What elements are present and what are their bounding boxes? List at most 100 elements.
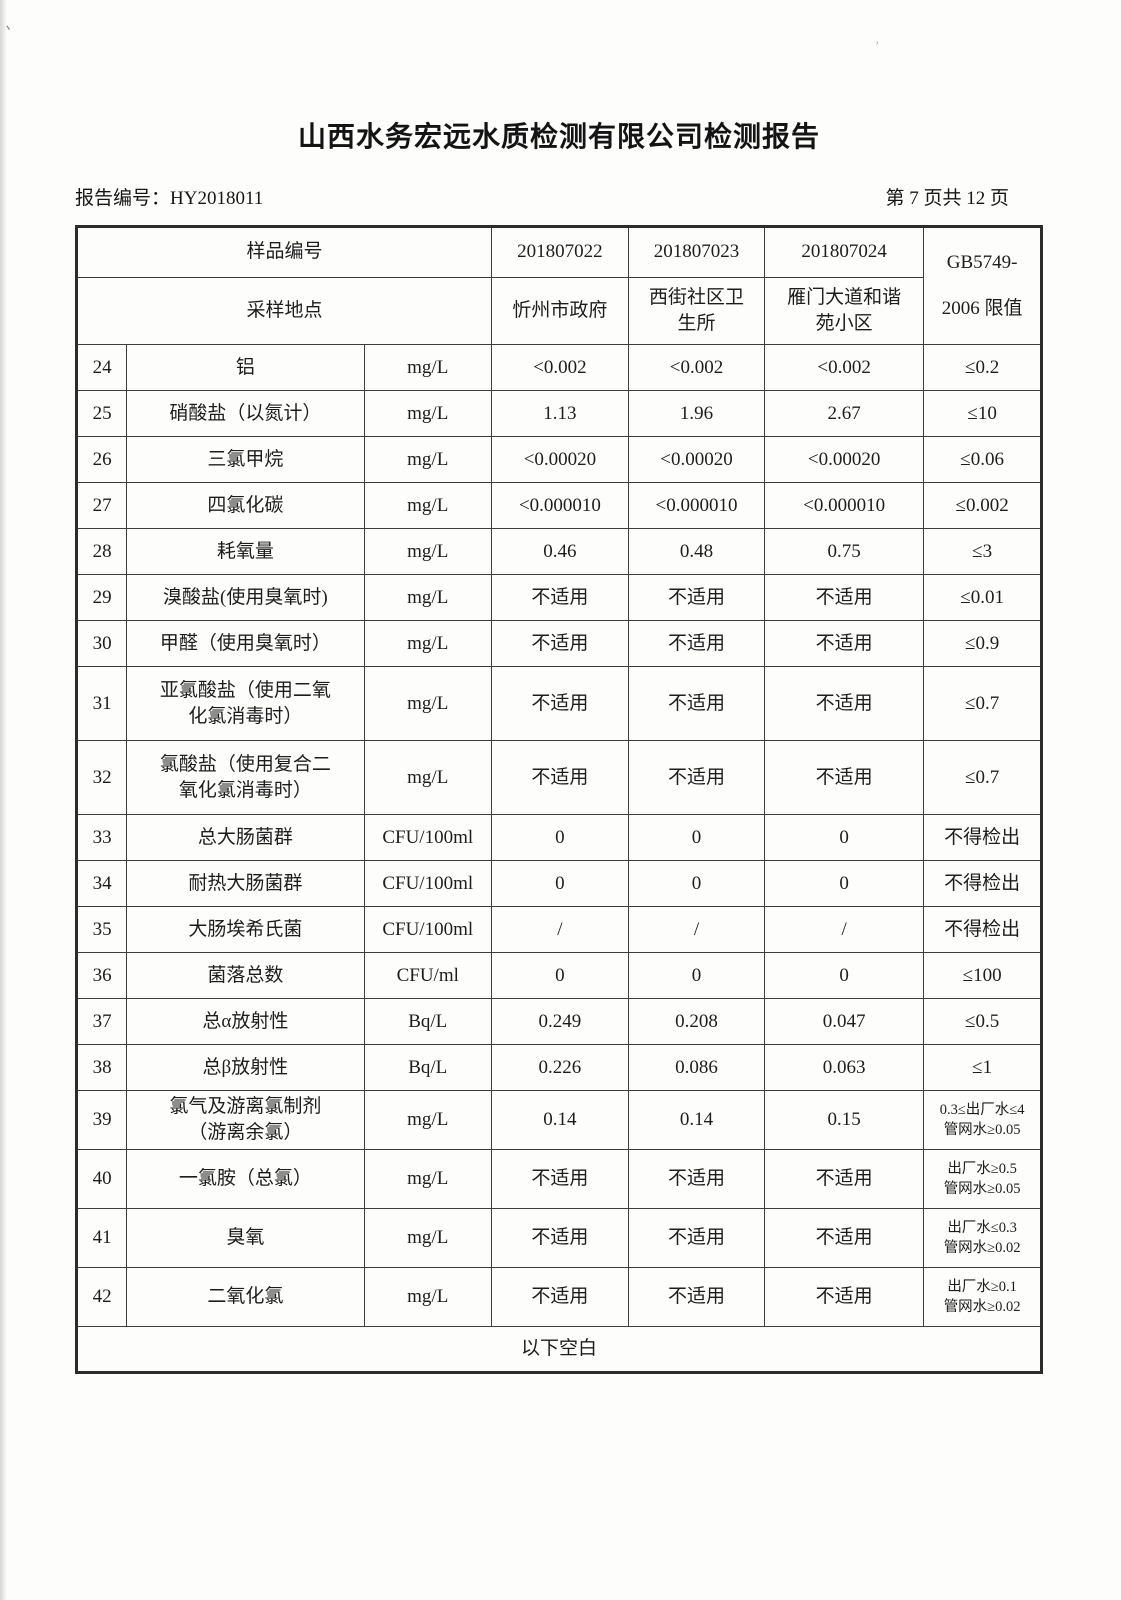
result-row: 30 甲醛（使用臭氧时） mg/L 不适用 不适用 不适用 ≤0.9 [75,620,1042,667]
result-row: 26 三氯甲烷 mg/L <0.00020 <0.00020 <0.00020 … [75,436,1042,483]
parameter-name-line1: 亚氯酸盐（使用二氧 [159,679,331,701]
cell-parameter-name: 臭氧 [126,1208,365,1268]
cell-value-sample3: / [763,906,925,953]
cell-unit: CFU/100ml [363,814,492,861]
cell-limit: ≤0.06 [923,436,1042,483]
cell-unit: mg/L [363,436,492,483]
results-tbody: 样品编号 201807022 201807023 201807024 GB574… [75,226,1042,1373]
cell-row-number: 26 [75,436,128,483]
cell-value-sample2: <0.00020 [627,436,766,483]
cell-parameter-name: 氯气及游离氯制剂 （游离余氯） [126,1090,365,1150]
result-row: 29 溴酸盐(使用臭氧时) mg/L 不适用 不适用 不适用 ≤0.01 [75,574,1042,621]
cell-row-number: 34 [75,860,128,907]
cell-parameter-name: 三氯甲烷 [126,436,365,483]
limit-line1: ≤0.2 [965,356,1000,378]
cell-value-sample1: 0 [490,814,629,861]
cell-value-sample2: 不适用 [627,1149,766,1209]
cell-parameter-name: 大肠埃希氏菌 [126,906,365,953]
cell-value-sample2: 不适用 [627,740,766,815]
limit-line1: ≤0.5 [965,1010,1000,1032]
cell-value-sample2: 0 [627,860,766,907]
cell-value-sample1: 不适用 [490,1267,629,1327]
limit-line1: ≤100 [962,964,1002,986]
result-row: 25 硝酸盐（以氮计） mg/L 1.13 1.96 2.67 ≤10 [75,390,1042,437]
limit-line1: ≤0.002 [955,494,1009,516]
cell-value-sample3: 不适用 [763,574,925,621]
limit-line2: 管网水≥0.05 [943,1122,1021,1138]
report-number: 报告编号：HY2018011 [75,188,264,209]
result-row: 24 铝 mg/L <0.002 <0.002 <0.002 ≤0.2 [75,344,1042,391]
parameter-name-line2: 化氯消毒时） [188,705,303,727]
results-table: 样品编号 201807022 201807023 201807024 GB574… [75,225,1043,1374]
cell-value-sample3: 0.75 [763,528,925,575]
cell-value-sample1: 不适用 [490,666,629,741]
cell-parameter-name: 总β放射性 [126,1044,365,1091]
cell-row-number: 32 [75,740,128,815]
parameter-name-line1: 硝酸盐（以氮计） [169,402,322,424]
cell-value-sample1: 0 [490,952,629,999]
parameter-name-line1: 甲醛（使用臭氧时） [159,632,331,654]
limit-line2: 管网水≥0.02 [943,1240,1021,1256]
cell-unit: mg/L [363,528,492,575]
parameter-name-line1: 二氧化氯 [207,1286,284,1307]
cell-parameter-name: 氯酸盐（使用复合二 氧化氯消毒时） [126,740,365,815]
cell-unit: Bq/L [363,998,492,1045]
cell-value-sample1: 不适用 [490,620,629,667]
parameter-name-line1: 氯气及游离氯制剂 [169,1096,322,1117]
result-row: 34 耐热大肠菌群 CFU/100ml 0 0 0 不得检出 [75,860,1042,907]
cell-value-sample2: 不适用 [627,1267,766,1327]
cell-location-1: 忻州市政府 [490,276,629,346]
cell-limit: ≤100 [923,952,1042,999]
cell-value-sample3: 不适用 [763,1208,925,1268]
cell-row-number: 38 [75,1044,128,1091]
location-3-line1: 雁门大道和谐 [787,286,902,308]
cell-value-sample3: 0.15 [763,1090,925,1150]
cell-value-sample3: 不适用 [763,740,925,815]
cell-row-number: 39 [75,1090,128,1150]
result-row: 42 二氧化氯 mg/L 不适用 不适用 不适用 出厂水≥0.1 管网水≥0.0… [75,1267,1042,1327]
parameter-name-line1: 耗氧量 [216,540,274,562]
parameter-name-line1: 铝 [235,356,255,378]
cell-value-sample2: 不适用 [627,1208,766,1268]
cell-row-number: 30 [75,620,128,667]
cell-value-sample2: 0 [627,952,766,999]
cell-value-sample3: 0.063 [763,1044,925,1091]
limit-line1: ≤3 [972,540,993,562]
cell-value-sample3: 2.67 [763,390,925,437]
cell-limit-standard: GB5749- 2006 限值 [923,226,1042,345]
cell-row-number: 29 [75,574,128,621]
parameter-name-line1: 三氯甲烷 [207,448,284,470]
cell-sample-id-label: 样品编号 [76,226,492,278]
parameter-name-line1: 臭氧 [226,1227,265,1248]
page-indicator: 第 7 页共 12 页 [885,188,1009,209]
cell-location-3: 雁门大道和谐 苑小区 [763,276,925,346]
parameter-name-line1: 总β放射性 [202,1056,289,1078]
cell-parameter-name: 甲醛（使用臭氧时） [126,620,365,667]
result-row: 37 总α放射性 Bq/L 0.249 0.208 0.047 ≤0.5 [75,998,1042,1045]
cell-value-sample3: <0.000010 [763,482,925,529]
parameter-name-line2: （游离余氯） [188,1122,303,1143]
cell-limit: ≤1 [923,1044,1042,1091]
location-2-line1: 西街社区卫 [648,286,744,308]
cell-value-sample2: 1.96 [627,390,766,437]
header-row-location: 采样地点 忻州市政府 西街社区卫 生所 雁门大道和谐 苑小区 [76,276,1042,346]
cell-value-sample3: <0.002 [763,344,925,391]
cell-value-sample3: 不适用 [763,666,925,741]
cell-row-number: 40 [75,1149,128,1209]
cell-value-sample1: 1.13 [490,390,629,437]
cell-value-sample2: 不适用 [627,666,766,741]
cell-unit: mg/L [363,482,492,529]
cell-value-sample1: <0.00020 [490,436,629,483]
limit-line2: 管网水≥0.05 [943,1181,1021,1197]
cell-value-sample1: 0.14 [490,1090,629,1150]
cell-unit: mg/L [363,574,492,621]
cell-parameter-name: 耗氧量 [126,528,365,575]
cell-unit: mg/L [363,1149,492,1209]
cell-sample-id-1: 201807022 [490,226,629,278]
cell-limit: ≤0.7 [923,740,1042,815]
limit-line1: 出厂水≥0.1 [947,1279,1017,1295]
cell-value-sample2: <0.002 [627,344,766,391]
cell-location-2: 西街社区卫 生所 [627,276,766,346]
cell-row-number: 27 [75,482,128,529]
